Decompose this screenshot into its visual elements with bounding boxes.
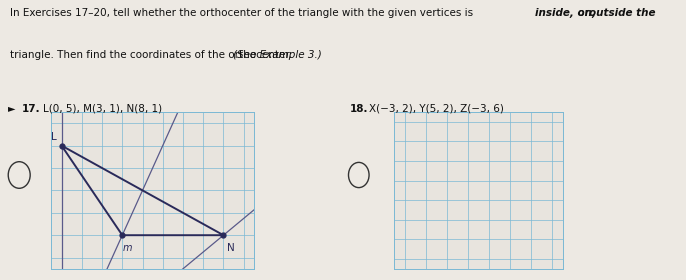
- Text: m: m: [122, 243, 132, 253]
- Text: N: N: [226, 243, 234, 253]
- Text: L: L: [51, 132, 56, 142]
- Text: (See Example 3.): (See Example 3.): [233, 50, 322, 60]
- Text: outside the: outside the: [589, 8, 655, 18]
- Text: 18.: 18.: [350, 104, 368, 114]
- Text: X(−3, 2), Y(5, 2), Z(−3, 6): X(−3, 2), Y(5, 2), Z(−3, 6): [369, 104, 504, 114]
- Text: inside, on,: inside, on,: [535, 8, 596, 18]
- Text: or: or: [575, 8, 592, 18]
- Text: In Exercises 17–20, tell whether the orthocenter of the triangle with the given : In Exercises 17–20, tell whether the ort…: [10, 8, 477, 18]
- Text: ►: ►: [8, 104, 16, 114]
- Text: triangle. Then find the coordinates of the orthocenter.: triangle. Then find the coordinates of t…: [10, 50, 298, 60]
- Text: L(0, 5), M(3, 1), N(8, 1): L(0, 5), M(3, 1), N(8, 1): [43, 104, 162, 114]
- Text: 17.: 17.: [22, 104, 40, 114]
